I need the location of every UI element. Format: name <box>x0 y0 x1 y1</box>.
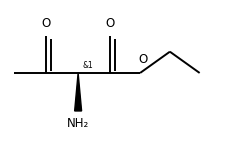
Text: O: O <box>41 17 51 30</box>
Text: &1: &1 <box>83 61 93 70</box>
Text: O: O <box>106 17 115 30</box>
Polygon shape <box>75 73 82 111</box>
Text: NH₂: NH₂ <box>67 117 89 130</box>
Text: O: O <box>138 53 147 66</box>
